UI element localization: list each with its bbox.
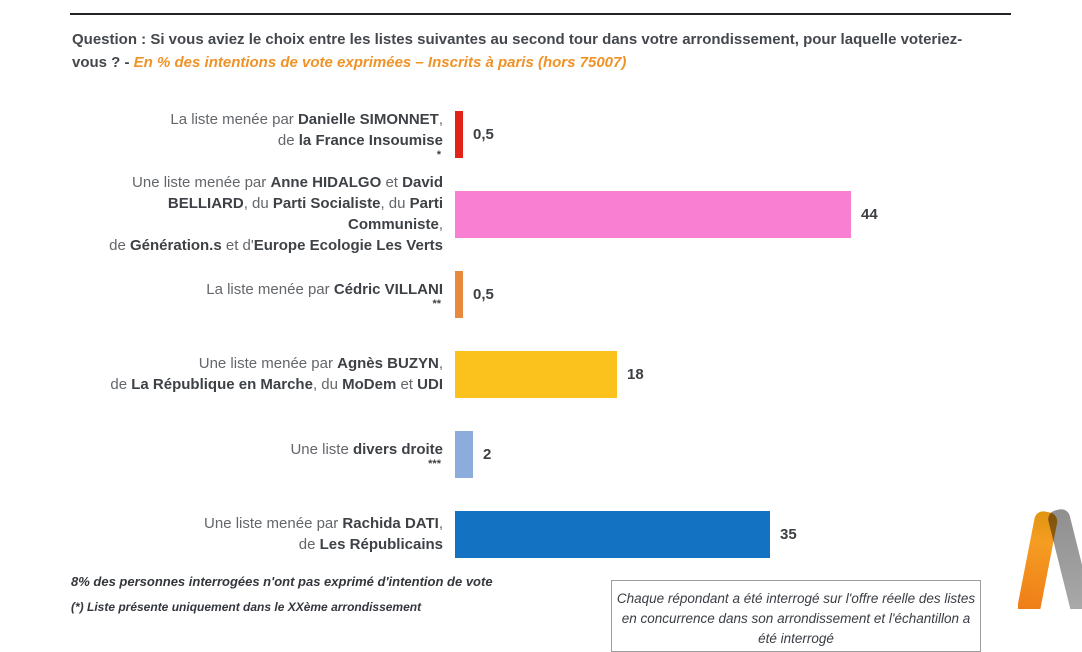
bar-dati xyxy=(455,510,770,558)
bar-label-buzyn: Une liste menée par Agnès BUZYN, de La Ré… xyxy=(110,355,443,393)
note-line-2: en concurrence dans son arrondissement e… xyxy=(621,611,971,646)
methodology-note-box: Chaque répondant a été interrogé sur l'o… xyxy=(611,580,981,652)
chart-row-villani: La liste menée par Cédric VILLANI ** 0,5 xyxy=(70,254,1075,334)
bar-label-dati: Une liste menée par Rachida DATI, de Les … xyxy=(204,515,443,553)
bar-track: 18 xyxy=(455,350,644,398)
chart-question-title: Question : Si vous aviez le choix entre … xyxy=(72,28,982,74)
bar-value-buzyn: 18 xyxy=(627,365,644,383)
footnote-asterisk-1: (*) Liste présente uniquement dans le XX… xyxy=(71,600,422,614)
bar-villani xyxy=(455,270,463,318)
logo-gray-stroke xyxy=(1046,507,1082,609)
chart-row-hidalgo: Une liste menée par Anne HIDALGO et Davi… xyxy=(70,174,1075,254)
bar-chart: La liste menée par Danielle SIMONNET, de … xyxy=(70,94,1075,574)
bar-label-villani: La liste menée par Cédric VILLANI ** xyxy=(70,279,443,310)
bar-buzyn xyxy=(455,350,617,398)
chart-row-simonnet: La liste menée par Danielle SIMONNET, de … xyxy=(70,94,1075,174)
bar-simonnet xyxy=(455,110,463,158)
footnote-marker: *** xyxy=(428,458,441,470)
top-divider xyxy=(70,13,1011,15)
footnote-marker: * xyxy=(436,148,441,161)
bar-track: 35 xyxy=(455,510,797,558)
chart-row-divers-droite: Une liste divers droite *** 2 xyxy=(70,414,1075,494)
bar-value-simonnet: 0,5 xyxy=(473,125,494,143)
bar-value-divers-droite: 2 xyxy=(483,445,492,463)
bar-label-hidalgo: Une liste menée par Anne HIDALGO et Davi… xyxy=(109,174,443,254)
chart-row-dati: Une liste menée par Rachida DATI, de Les … xyxy=(70,494,1075,574)
footnote-no-vote: 8% des personnes interrogées n'ont pas e… xyxy=(71,574,493,589)
bar-track: 2 xyxy=(455,430,492,478)
bar-divers-droite xyxy=(455,430,473,478)
bar-track: 0,5 xyxy=(455,110,494,158)
bar-hidalgo xyxy=(455,190,851,238)
bar-label-simonnet: La liste menée par Danielle SIMONNET, de … xyxy=(70,109,443,161)
bar-value-dati: 35 xyxy=(780,525,797,543)
chart-row-buzyn: Une liste menée par Agnès BUZYN, de La Ré… xyxy=(70,334,1075,414)
subtitle-text: En % des intentions de vote exprimées – … xyxy=(133,54,627,71)
bar-label-divers-droite: Une liste divers droite *** xyxy=(70,439,443,470)
bar-track: 0,5 xyxy=(455,270,494,318)
bar-value-hidalgo: 44 xyxy=(861,205,878,223)
footnote-marker: ** xyxy=(432,298,441,310)
note-line-1: Chaque répondant a été interrogé sur l'o… xyxy=(616,591,976,606)
question-text: Question : Si vous aviez le choix entre … xyxy=(72,31,963,71)
bar-value-villani: 0,5 xyxy=(473,285,494,303)
chevron-logo-icon xyxy=(1018,506,1082,609)
bar-track: 44 xyxy=(455,190,878,238)
